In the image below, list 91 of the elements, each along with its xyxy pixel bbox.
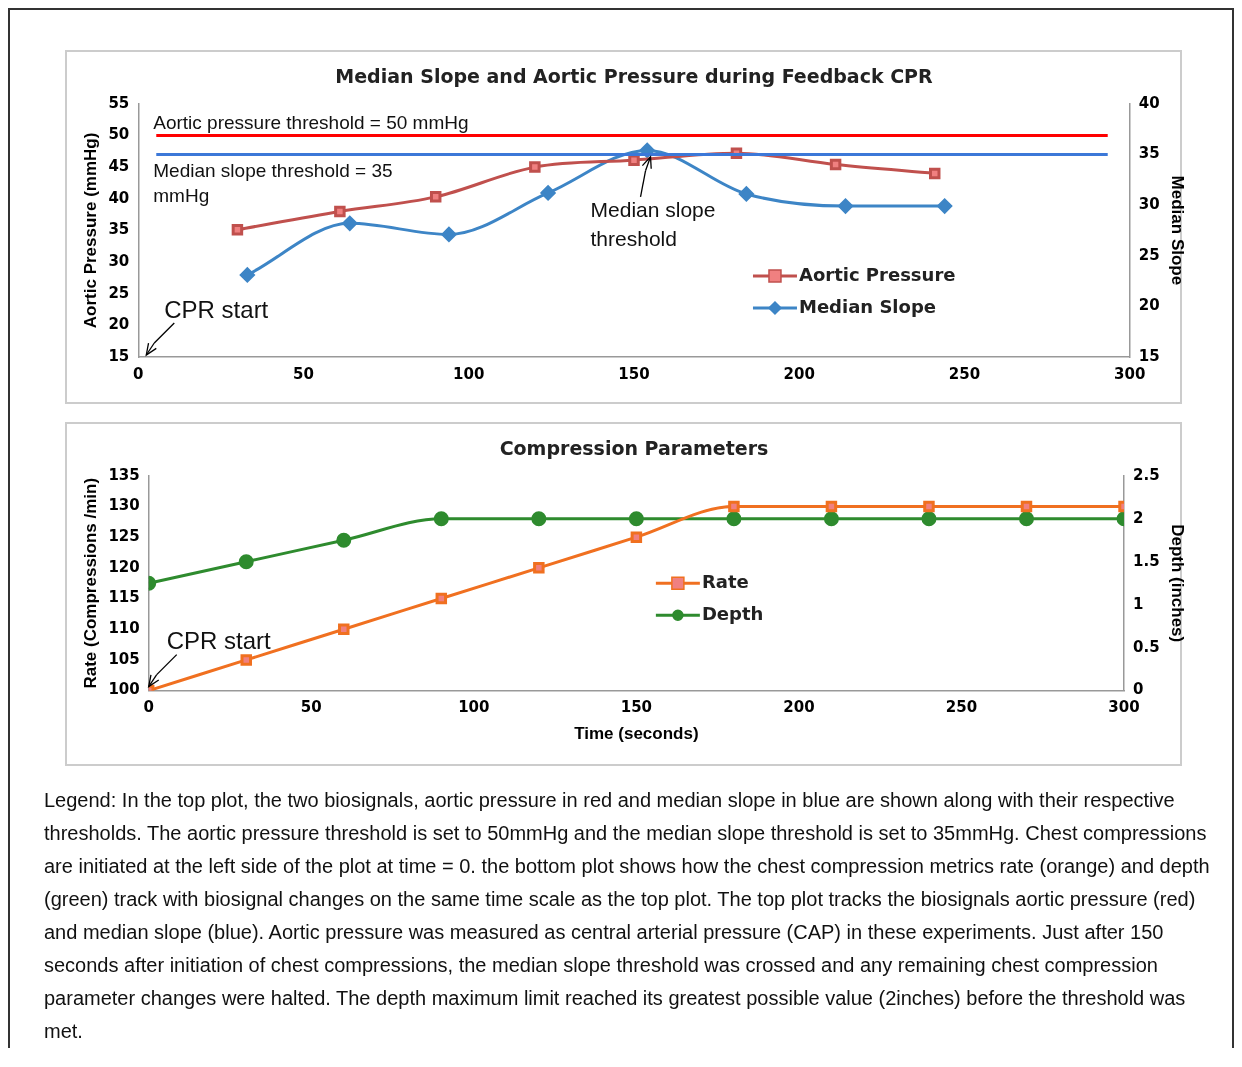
x-tick-label: 200: [783, 364, 815, 383]
legend-label: Aortic Pressure: [798, 263, 956, 285]
chart-title: Compression Parameters: [499, 437, 769, 460]
y-tick-label: 20: [108, 315, 130, 334]
y2-tick-label: 30: [1138, 194, 1160, 213]
y2-tick-label: 15: [1138, 346, 1160, 365]
point: [342, 215, 358, 231]
point: [441, 226, 457, 242]
x-tick-label: 200: [783, 698, 815, 717]
point: [825, 500, 838, 513]
y2-tick-label: 20: [1138, 296, 1160, 315]
y-tick-label: 135: [108, 465, 140, 484]
y-tick-label: 30: [108, 251, 130, 270]
ref-line-label: Median slope threshold = 35 mmHg: [153, 160, 393, 207]
y-tick-label: 15: [108, 346, 130, 365]
point: [929, 167, 941, 180]
point: [823, 511, 839, 527]
y2-axis-title: Median Slope: [1168, 175, 1188, 286]
y2-axis-title: Depth (inches): [1168, 524, 1188, 643]
annotation: CPR start: [166, 627, 272, 655]
point: [240, 654, 252, 666]
x-tick-label: 0: [143, 698, 154, 717]
y-tick-label: 35: [108, 220, 130, 239]
point: [338, 623, 350, 635]
x-axis-title: Time (seconds): [574, 724, 699, 744]
point: [630, 531, 643, 543]
point: [1020, 500, 1033, 513]
point: [838, 198, 854, 214]
point: [628, 511, 644, 527]
ref-line-label: Aortic pressure threshold = 50 mmHg: [153, 112, 469, 134]
point: [429, 191, 442, 203]
y-axis-title: Aortic Pressure (mmHg): [80, 132, 100, 329]
y2-tick-label: 1: [1133, 594, 1144, 613]
y2-tick-label: 0.5: [1133, 637, 1160, 656]
y-axis-title: Rate (Compressions /min): [80, 477, 100, 689]
point: [1019, 511, 1034, 527]
point: [334, 205, 346, 218]
point: [239, 267, 255, 283]
x-tick-label: 250: [948, 364, 981, 383]
point: [921, 511, 937, 527]
y-tick-label: 120: [108, 557, 140, 576]
x-tick-label: 300: [1108, 698, 1140, 717]
point: [435, 592, 448, 605]
x-tick-label: 100: [458, 698, 490, 717]
y-tick-label: 55: [108, 93, 130, 112]
x-tick-label: 50: [300, 698, 322, 717]
x-tick-label: 300: [1114, 364, 1146, 383]
point: [336, 532, 352, 548]
annotation: CPR start: [164, 295, 269, 323]
y2-tick-label: 35: [1138, 144, 1160, 163]
point: [923, 500, 935, 513]
x-tick-label: 50: [293, 364, 314, 383]
legend-label: Median Slope: [798, 295, 936, 317]
y2-tick-label: 2.5: [1133, 465, 1160, 484]
y2-tick-label: 0: [1133, 680, 1144, 699]
y-tick-label: 40: [108, 188, 130, 207]
point: [726, 511, 742, 527]
y2-tick-label: 2: [1133, 508, 1144, 527]
point: [540, 185, 556, 201]
y2-tick-label: 25: [1138, 245, 1160, 264]
y-tick-label: 110: [108, 619, 140, 638]
annotation: Median slope threshold: [590, 198, 716, 251]
point: [728, 500, 740, 513]
y-tick-label: 100: [108, 680, 140, 699]
x-tick-label: 150: [618, 364, 650, 383]
point: [829, 158, 842, 171]
chart-title: Median Slope and Aortic Pressure during Feedback CPR: [335, 65, 934, 88]
point: [533, 562, 545, 574]
point: [937, 198, 953, 214]
point: [433, 511, 449, 527]
legend-label: Rate: [701, 570, 749, 592]
y2-tick-label: 40: [1138, 93, 1160, 112]
point: [231, 224, 244, 236]
y2-tick-label: 1.5: [1133, 551, 1160, 570]
point: [529, 161, 541, 173]
y-tick-label: 25: [108, 283, 130, 302]
legend-label: Depth: [701, 602, 764, 624]
x-tick-label: 250: [945, 698, 978, 717]
text: Legend: In the top plot, the two biosignals, aortic pressure in red and median slope in blue are shown along with their respective thresholds. The aortic pressure threshold is set to 50mmHg and the median slope threshold is set to 35mmHg. Chest compressions are initiated at the left side of the plot at time = 0. the bottom plot shows how the chest compression metrics rate (orange) and depth (green) track with biosignal changes on the same time scale as the top plot. The top plot tracks the biosignals aortic pressure (red) and median slope (blue). Aortic pressure was measured as central arterial pressure (CAP) in these experiments. Just after 150 seconds after initiation of chest compressions, the median slope threshold was crossed and any remaining chest compression parameter changes were halted. The depth maximum limit reached its greatest possible value (2inches) before the threshold was met.: [44, 788, 1211, 1044]
y-tick-label: 130: [108, 496, 140, 515]
y-tick-label: 125: [108, 527, 140, 546]
y-tick-label: 115: [108, 588, 140, 607]
x-tick-label: 150: [620, 698, 653, 717]
x-tick-label: 100: [453, 364, 485, 383]
point: [738, 186, 754, 202]
point: [531, 511, 547, 527]
point: [238, 554, 254, 570]
y-tick-label: 50: [108, 125, 130, 144]
y-tick-label: 45: [108, 156, 130, 175]
y-tick-label: 105: [108, 649, 140, 668]
x-tick-label: 0: [133, 364, 144, 383]
